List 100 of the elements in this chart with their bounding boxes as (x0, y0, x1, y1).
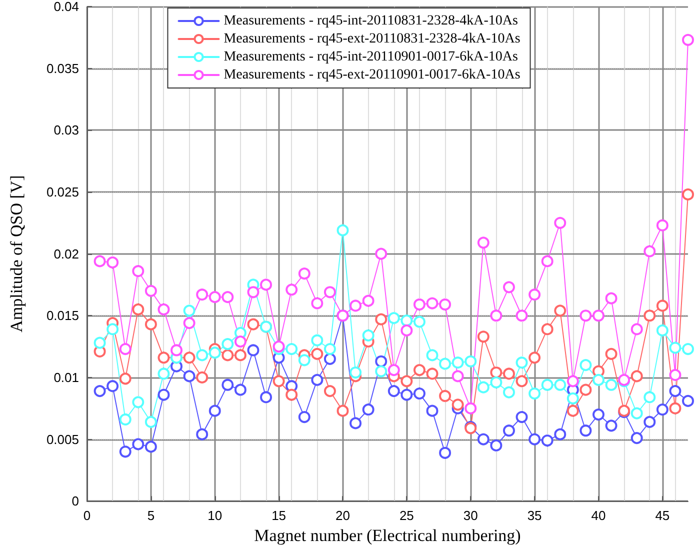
point (656, 404, 668, 416)
point (502, 386, 515, 398)
point (196, 371, 208, 384)
point (286, 388, 298, 401)
point (158, 388, 170, 401)
point (400, 324, 413, 336)
point (222, 338, 234, 350)
point (183, 304, 196, 317)
point (362, 404, 374, 416)
point (464, 402, 477, 414)
point (311, 334, 324, 346)
point (452, 370, 464, 382)
point (170, 344, 183, 356)
point (580, 384, 592, 396)
point (222, 291, 234, 304)
y-tick-label: 0.025 (46, 184, 79, 200)
point (413, 364, 426, 376)
point (208, 346, 221, 359)
point (554, 378, 566, 391)
point (286, 284, 298, 296)
point (426, 349, 438, 362)
y-tick-label: 0 (72, 494, 79, 509)
point (247, 318, 260, 330)
y-tick-label: 0.005 (46, 432, 79, 447)
point (298, 268, 310, 280)
point (502, 424, 515, 437)
point (656, 219, 668, 232)
point (554, 428, 566, 440)
point (490, 310, 502, 322)
point (388, 312, 400, 324)
point (477, 236, 490, 249)
point (119, 446, 132, 458)
y-axis-title: Amplitude of QSO [V] (7, 175, 26, 332)
point (490, 439, 502, 452)
point (272, 340, 285, 353)
point (119, 343, 132, 356)
point (94, 255, 106, 268)
point (388, 364, 400, 376)
point (669, 342, 682, 354)
point (106, 380, 119, 392)
point (682, 343, 694, 356)
point (656, 324, 668, 336)
point (566, 375, 579, 388)
x-tick-label: 0 (83, 508, 91, 524)
point (350, 417, 362, 430)
point (324, 343, 336, 356)
point (298, 411, 310, 424)
point (554, 304, 566, 317)
point (286, 343, 298, 356)
point (656, 300, 668, 312)
x-tick-label: 45 (655, 508, 670, 524)
point (439, 390, 452, 402)
point (644, 416, 656, 428)
legend-label: Measurements - rq45-int-20110831-2328-4kA-10As (224, 14, 518, 28)
point (644, 245, 656, 258)
point (388, 385, 400, 398)
point (464, 355, 477, 368)
point (541, 323, 554, 336)
point (144, 284, 157, 297)
point (132, 438, 144, 450)
point (94, 385, 106, 398)
point (119, 372, 132, 385)
point (477, 433, 490, 446)
point (426, 297, 438, 310)
point (311, 297, 324, 310)
point (375, 248, 388, 260)
point (196, 288, 208, 301)
point (375, 365, 388, 378)
point (592, 310, 604, 322)
point (630, 323, 643, 336)
point (516, 356, 528, 369)
point (528, 388, 541, 400)
point (311, 348, 324, 360)
point (516, 310, 528, 322)
point (541, 378, 554, 391)
point (132, 303, 144, 316)
point (183, 317, 196, 330)
point (222, 378, 234, 391)
point (502, 281, 515, 294)
point (336, 404, 349, 417)
point (580, 424, 592, 437)
point (580, 310, 592, 322)
point (132, 396, 144, 408)
point (144, 318, 157, 330)
point (528, 433, 541, 446)
point (516, 375, 528, 388)
y-tick-label: 0.03 (54, 122, 79, 138)
y-tick-label: 0.015 (46, 308, 79, 324)
point (222, 349, 234, 362)
point (682, 394, 694, 407)
point (452, 356, 464, 369)
point (208, 291, 221, 304)
point (247, 344, 260, 356)
point (208, 404, 221, 417)
point (541, 255, 554, 268)
point (669, 368, 682, 381)
point (426, 368, 438, 380)
point (260, 391, 272, 404)
point (183, 370, 196, 382)
point (106, 256, 119, 268)
